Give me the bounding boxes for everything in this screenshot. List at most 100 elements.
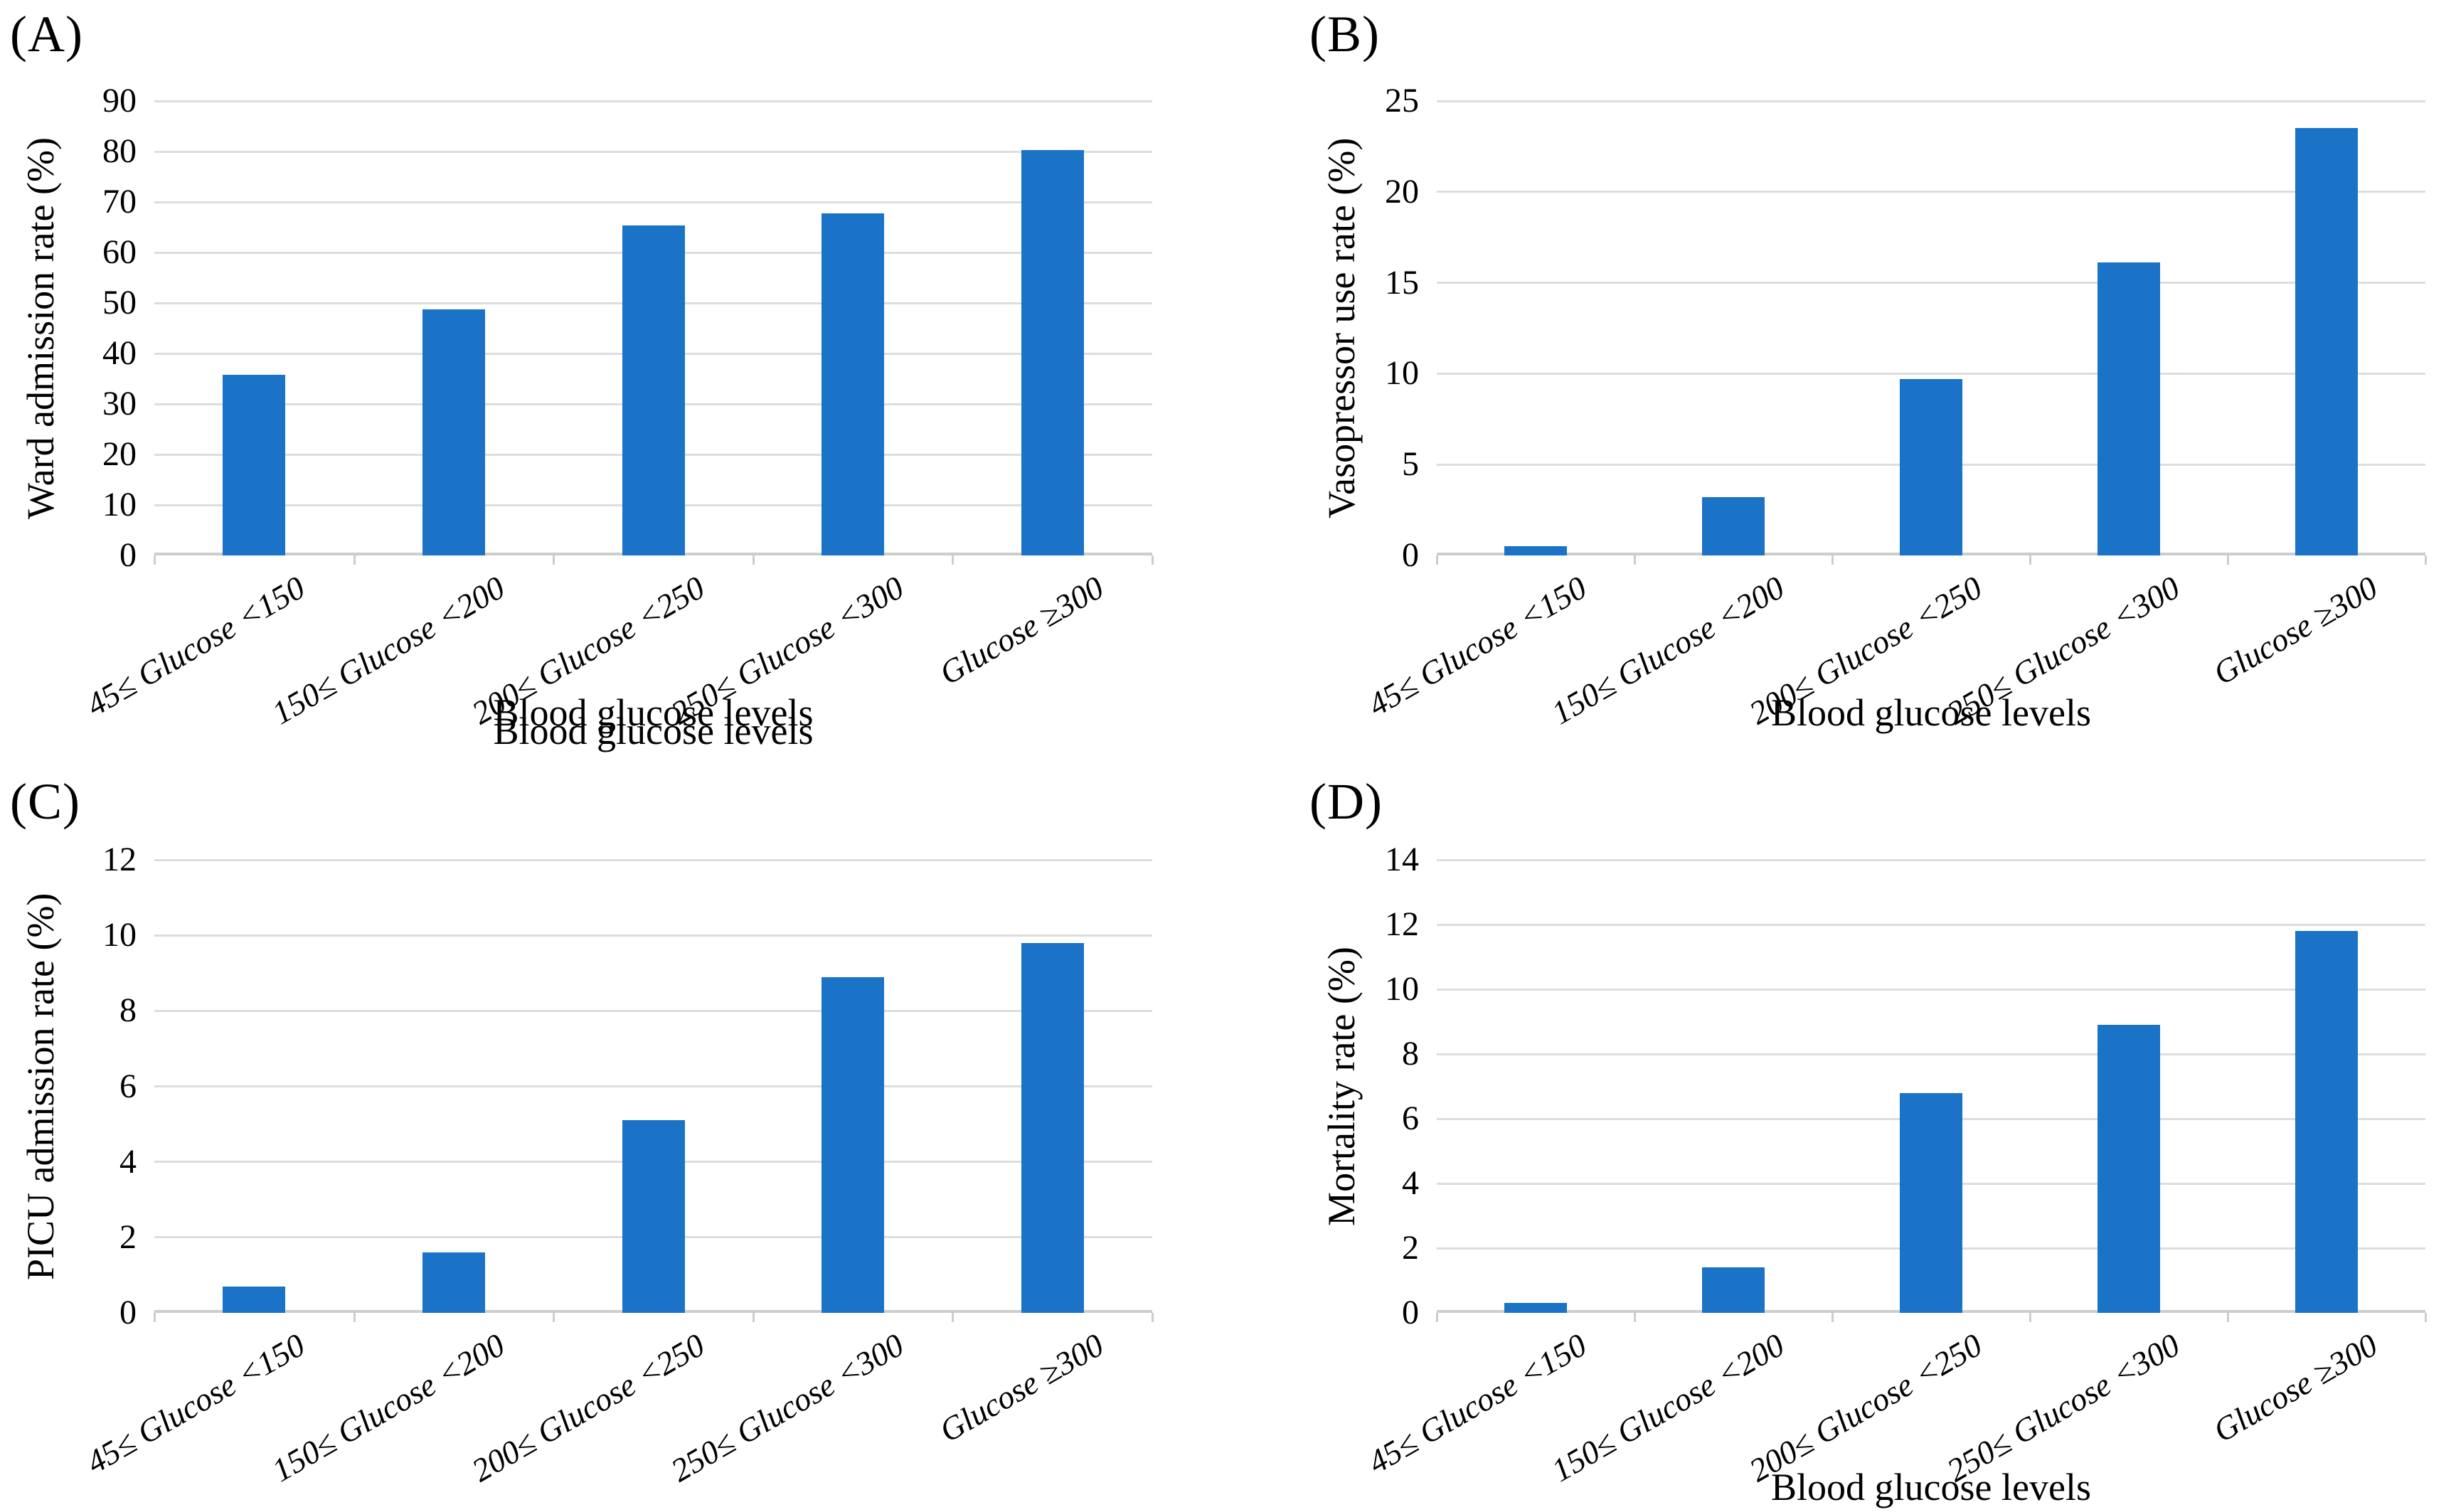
y-tick-label: 20 bbox=[102, 435, 137, 473]
y-tick-label: 6 bbox=[119, 1067, 137, 1105]
gridline bbox=[1437, 191, 2425, 193]
x-axis-title: Blood glucose levels bbox=[493, 710, 814, 752]
chart-panel-c: (C) PICU admission rate (%) 0 2 4 6 8 10 12 45≤… bbox=[0, 710, 1226, 1512]
x-axis-tick bbox=[1831, 1313, 1834, 1322]
x-axis-tick bbox=[353, 1313, 356, 1322]
x-axis-tick bbox=[553, 1313, 555, 1322]
y-tick-label: 0 bbox=[119, 536, 137, 574]
gridline bbox=[154, 858, 1152, 861]
plot-area: 0 10 20 30 40 50 60 70 80 90 45≤ Glucose <150 150≤ … bbox=[80, 84, 1154, 731]
bar-200≤ Glucose <250 bbox=[622, 1120, 685, 1313]
y-tick-label: 5 bbox=[1402, 445, 1419, 484]
x-axis-title: Blood glucose levels bbox=[493, 691, 814, 734]
y-tick-label: 0 bbox=[1402, 536, 1419, 574]
y-tick-label: 8 bbox=[1402, 1035, 1419, 1072]
y-tick-label: 14 bbox=[1385, 841, 1419, 878]
bar-45≤ Glucose <150 bbox=[223, 374, 286, 555]
bar-200≤ Glucose <250 bbox=[1900, 379, 1962, 555]
y-tick-label: 8 bbox=[119, 991, 137, 1030]
plot-area: 0 5 10 15 20 25 45≤ Glucose <150 150≤ Glucose <… bbox=[1362, 84, 2427, 731]
bar-Glucose ≥300 bbox=[1021, 942, 1084, 1313]
bar-150≤ Glucose <200 bbox=[422, 1252, 485, 1313]
bar-250≤ Glucose <300 bbox=[2098, 262, 2160, 555]
y-axis-title: PICU admission rate (%) bbox=[19, 893, 62, 1280]
y-tick-label: 80 bbox=[102, 132, 137, 170]
chart-panel-d: (D) Mortality rate (%) 0 2 4 6 8 10 12 14 45≤ Gl… bbox=[1226, 756, 2451, 1512]
y-tick-label: 10 bbox=[1385, 354, 1419, 393]
y-tick-label: 0 bbox=[1402, 1294, 1419, 1331]
y-axis-title: Vasopressor use rate (%) bbox=[1320, 137, 1363, 519]
x-axis-tick bbox=[2227, 1313, 2229, 1322]
bar-250≤ Glucose <300 bbox=[2098, 1025, 2160, 1313]
y-tick-label: 2 bbox=[1402, 1229, 1419, 1267]
bar-150≤ Glucose <200 bbox=[1702, 497, 1765, 555]
x-category-label: Glucose ≥300 bbox=[2207, 1326, 2383, 1449]
gridline bbox=[154, 1085, 1152, 1087]
x-category-label: Glucose ≥300 bbox=[2207, 569, 2383, 692]
x-axis-tick bbox=[353, 555, 356, 565]
bar-250≤ Glucose <300 bbox=[822, 976, 885, 1313]
bar-150≤ Glucose <200 bbox=[1702, 1267, 1765, 1313]
x-axis-tick bbox=[1152, 1313, 1154, 1322]
x-axis-tick bbox=[1436, 1313, 1438, 1322]
x-axis-tick bbox=[1634, 555, 1636, 565]
x-axis-tick bbox=[2227, 555, 2229, 565]
x-axis-title: Blood glucose levels bbox=[1771, 691, 2091, 734]
gridline bbox=[154, 100, 1152, 102]
panel-label-a: (A) bbox=[10, 6, 83, 63]
bar-250≤ Glucose <300 bbox=[822, 213, 885, 555]
plot-area: 0 2 4 6 8 10 12 45≤ Glucose <150 150≤ Glucose <2… bbox=[80, 843, 1154, 1489]
gridline bbox=[154, 1009, 1152, 1012]
x-axis-tick bbox=[2029, 1313, 2031, 1322]
x-axis-tick bbox=[154, 555, 156, 565]
y-tick-label: 10 bbox=[1385, 970, 1419, 1008]
bar-150≤ Glucose <200 bbox=[422, 309, 485, 555]
y-axis-title: Ward admission rate (%) bbox=[19, 137, 62, 519]
bar-200≤ Glucose <250 bbox=[1900, 1092, 1962, 1313]
y-tick-label: 10 bbox=[102, 916, 137, 954]
bar-200≤ Glucose <250 bbox=[622, 225, 685, 555]
gridline bbox=[1437, 1053, 2425, 1055]
bar-45≤ Glucose <150 bbox=[1504, 546, 1567, 555]
x-axis-tick bbox=[154, 1313, 156, 1322]
chart-panel-b: (B) Vasopressor use rate (%) 0 5 10 15 20 25 4… bbox=[1226, 0, 2451, 756]
bar-45≤ Glucose <150 bbox=[223, 1286, 286, 1313]
gridline bbox=[1437, 923, 2425, 926]
bar-45≤ Glucose <150 bbox=[1504, 1303, 1567, 1313]
plot-area: 0 2 4 6 8 10 12 14 45≤ Glucose <150 150≤ Glucose … bbox=[1362, 843, 2427, 1489]
bar-Glucose ≥300 bbox=[2295, 128, 2358, 555]
x-axis-tick bbox=[2425, 1313, 2427, 1322]
y-tick-label: 60 bbox=[102, 233, 137, 271]
y-tick-label: 0 bbox=[119, 1294, 137, 1331]
gridline bbox=[1437, 282, 2425, 284]
y-axis-title: Mortality rate (%) bbox=[1320, 947, 1363, 1226]
x-axis-tick bbox=[2029, 555, 2031, 565]
chart-panel-a: (A) Ward admission rate (%) 0 10 20 30 40 50 6… bbox=[0, 0, 1226, 756]
y-tick-label: 6 bbox=[1402, 1100, 1419, 1137]
y-tick-label: 50 bbox=[102, 284, 137, 321]
y-tick-label: 4 bbox=[1402, 1164, 1419, 1202]
y-tick-label: 30 bbox=[102, 385, 137, 422]
gridline bbox=[1437, 858, 2425, 861]
gridline bbox=[154, 934, 1152, 937]
y-tick-label: 90 bbox=[102, 82, 137, 119]
x-axis-tick bbox=[952, 555, 954, 565]
x-axis-tick bbox=[1831, 555, 1834, 565]
y-tick-label: 10 bbox=[102, 486, 137, 523]
y-tick-label: 40 bbox=[102, 334, 137, 372]
x-axis-tick bbox=[1634, 1313, 1636, 1322]
x-category-label: Glucose ≥300 bbox=[933, 569, 1110, 692]
gridline bbox=[1437, 372, 2425, 375]
y-tick-label: 15 bbox=[1385, 263, 1419, 302]
x-axis-tick bbox=[753, 555, 755, 565]
y-tick-label: 4 bbox=[119, 1142, 137, 1181]
x-axis-tick bbox=[2425, 555, 2427, 565]
x-axis-tick bbox=[952, 1313, 954, 1322]
gridline bbox=[1437, 988, 2425, 991]
x-category-label: Glucose ≥300 bbox=[933, 1326, 1110, 1449]
y-tick-label: 25 bbox=[1385, 82, 1419, 119]
x-axis-title: Blood glucose levels bbox=[1771, 1466, 2091, 1508]
x-axis-tick bbox=[1152, 555, 1154, 565]
y-tick-label: 20 bbox=[1385, 172, 1419, 211]
panel-label-b: (B) bbox=[1309, 6, 1380, 63]
